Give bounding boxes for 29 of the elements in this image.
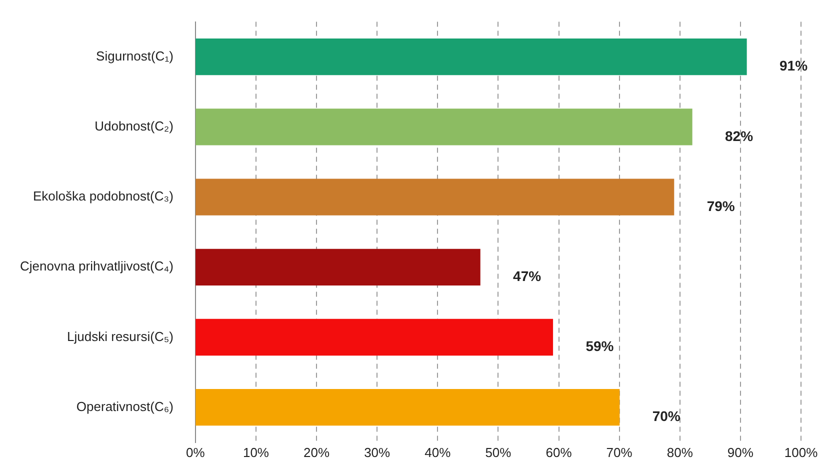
data-label: 82% — [724, 128, 754, 144]
data-label: 79% — [706, 198, 736, 214]
x-tick-label: 0% — [186, 444, 206, 460]
x-tick-label: 90% — [727, 444, 754, 460]
bar — [196, 178, 674, 216]
y-tick-label: Udobnost(C₂) — [94, 118, 174, 134]
bar — [196, 248, 480, 286]
y-tick-label: Ekološka podobnost(C₃) — [32, 188, 174, 204]
x-tick-label: 10% — [242, 444, 270, 460]
y-tick-label: Ljudski resursi(C₅) — [67, 328, 174, 344]
x-tick-label: 80% — [666, 444, 694, 460]
bar — [196, 389, 620, 426]
data-label: 59% — [586, 338, 614, 354]
data-label: 91% — [779, 58, 808, 74]
bar — [196, 108, 692, 146]
x-tick-label: 30% — [364, 444, 391, 460]
y-tick-label: Sigurnost(C₁) — [96, 48, 174, 64]
x-tick-label: 40% — [424, 444, 452, 460]
data-label: 47% — [513, 268, 542, 284]
x-tick-label: 20% — [304, 444, 330, 460]
bar — [196, 318, 554, 356]
x-tick-label: 70% — [606, 444, 633, 460]
x-tick-label: 100% — [784, 444, 818, 460]
x-tick-label: 60% — [546, 444, 572, 460]
x-tick-label: 50% — [485, 444, 512, 460]
y-tick-label: Cjenovna prihvatljivost(C₄) — [20, 258, 174, 274]
y-tick-label: Operativnost(C₆) — [76, 398, 174, 414]
bar — [196, 38, 747, 76]
data-label: 70% — [652, 408, 681, 424]
